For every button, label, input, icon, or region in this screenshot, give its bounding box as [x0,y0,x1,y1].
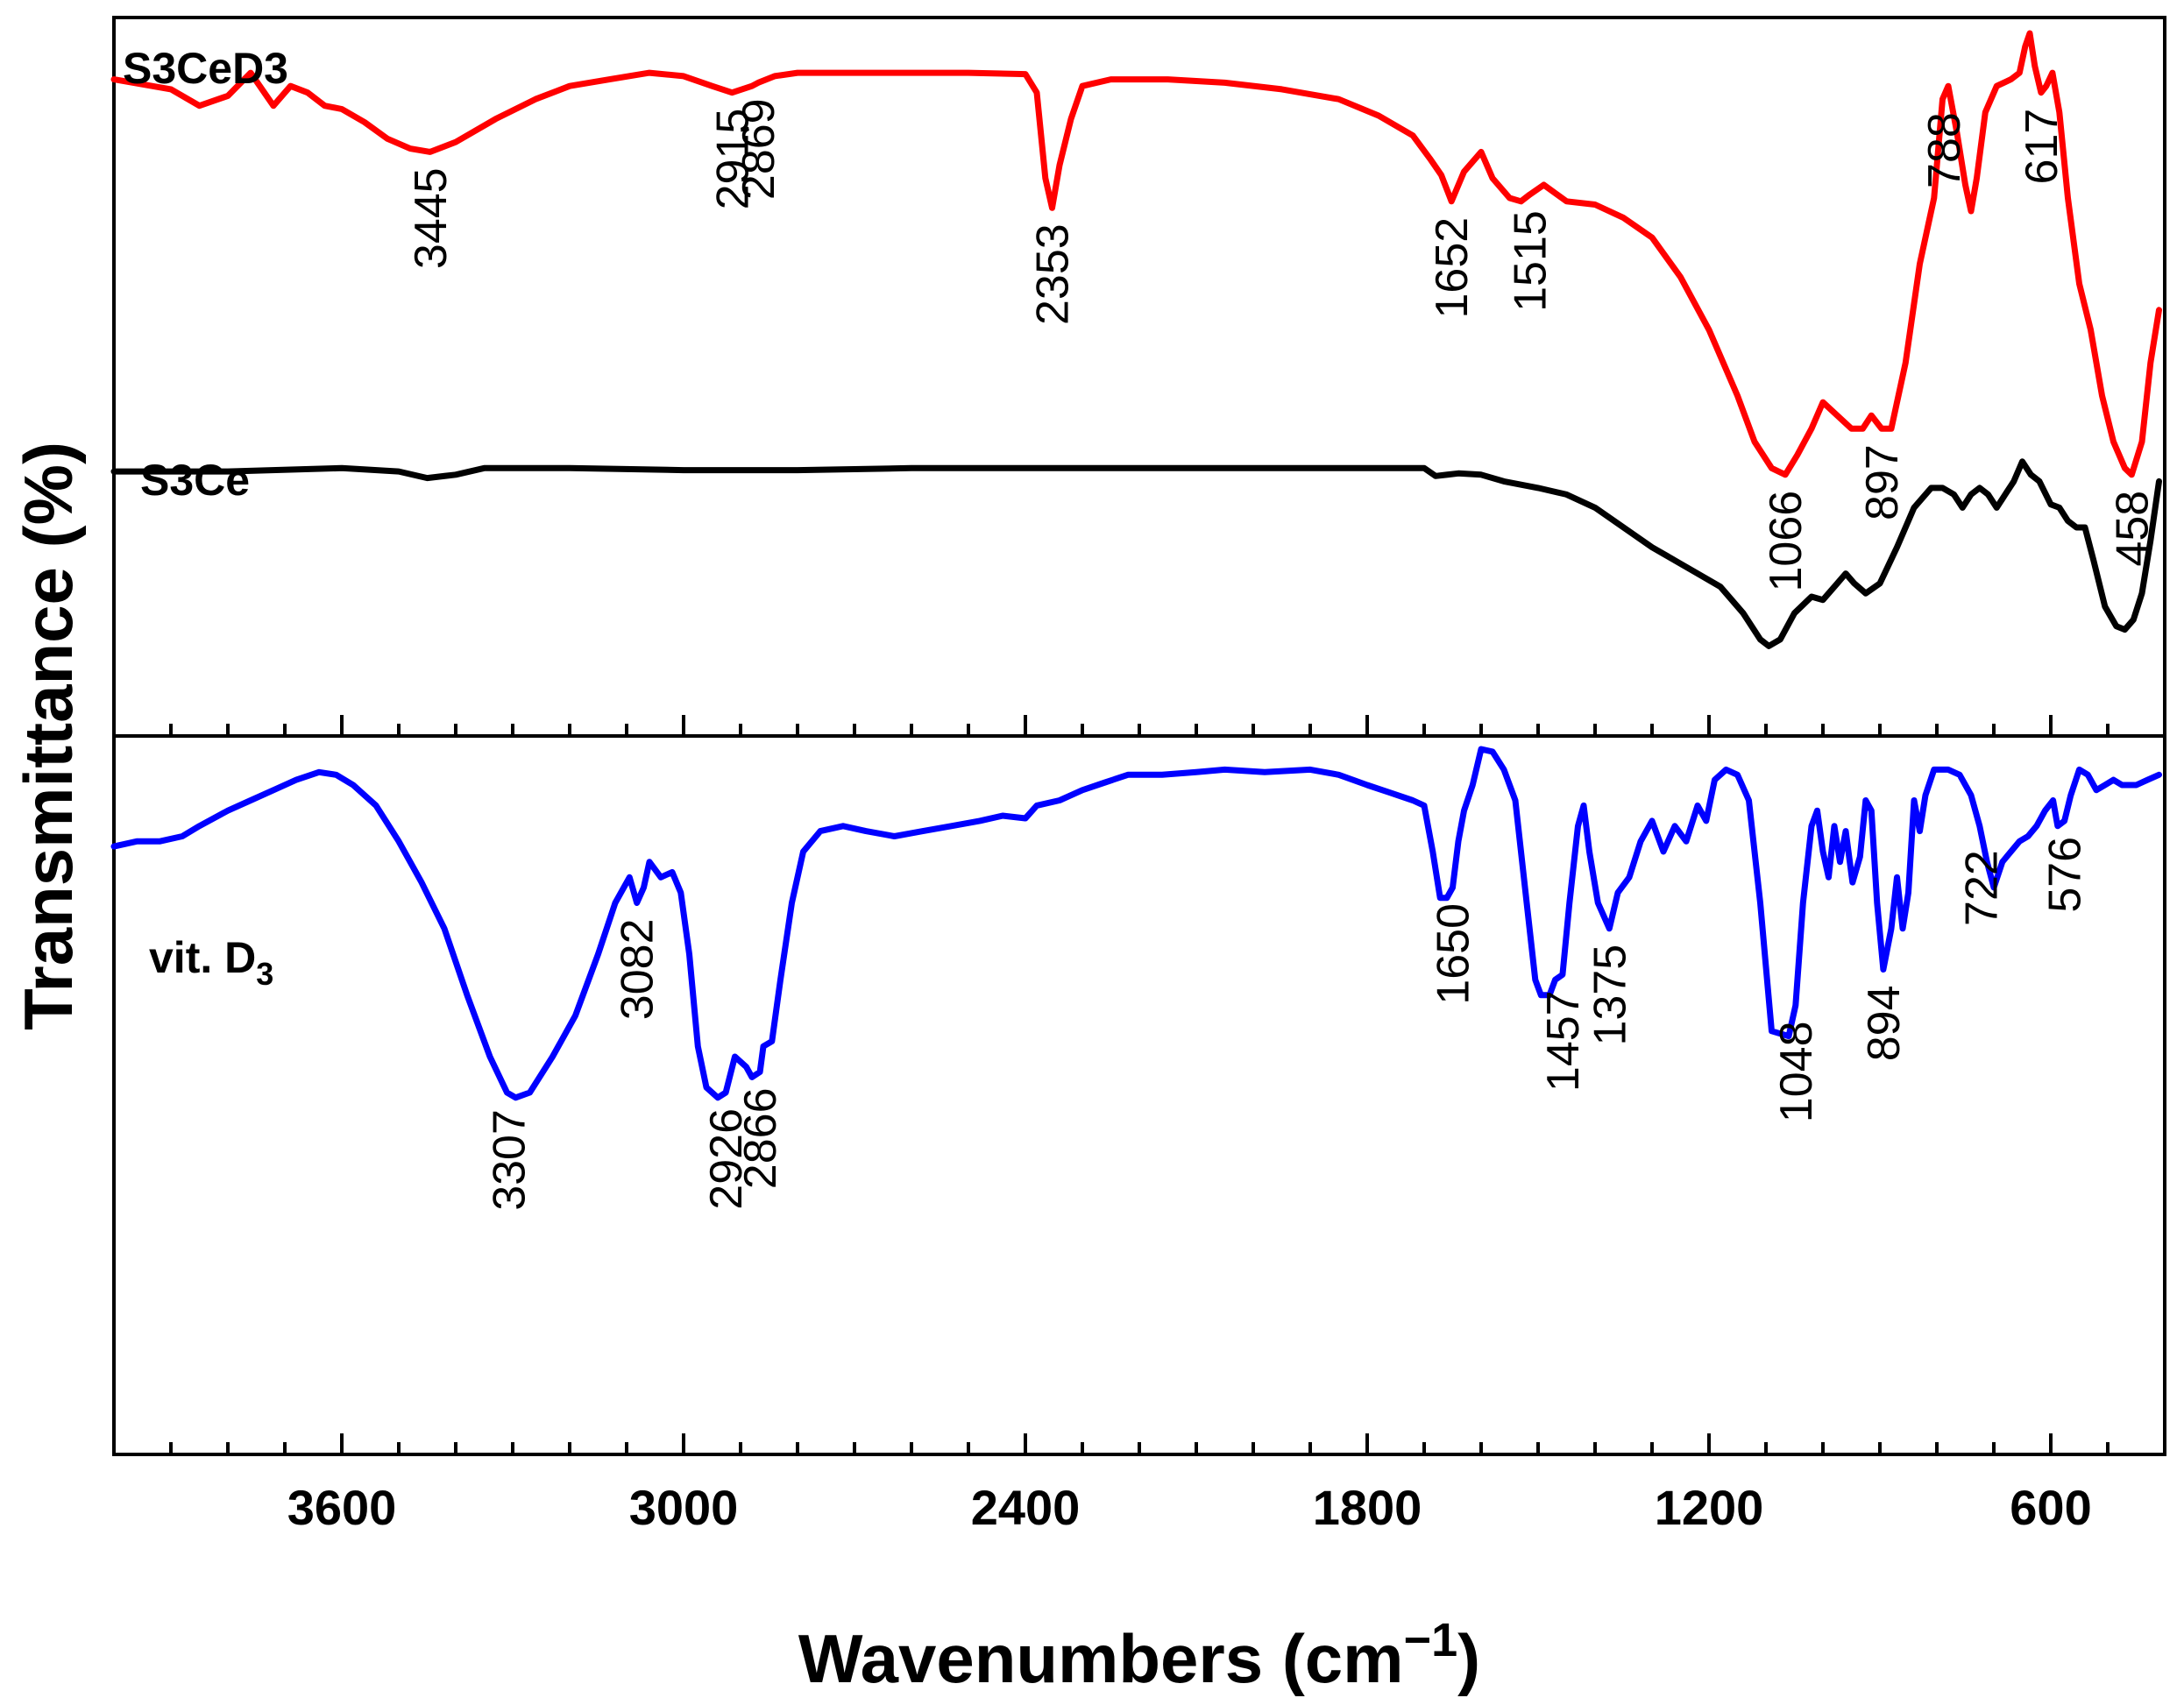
x-axis-ticks: 3600 3000 2400 1800 1200 600 [169,715,2110,1535]
peak-label-top-458: 458 [2107,491,2158,567]
y-axis-title: Transmittance (%) [10,442,87,1030]
x-tick-label-1200: 1200 [1655,1480,1764,1535]
peak-label-top-2869: 2869 [734,98,784,200]
series-line-vit-d3 [110,746,2162,1101]
peak-label-bottom-1457: 1457 [1538,990,1589,1092]
x-tick-label-2400: 2400 [971,1480,1081,1535]
peak-label-bottom-3082: 3082 [613,919,663,1021]
peak-label-bottom-1048: 1048 [1771,1022,1822,1123]
peak-label-bottom-2866: 2866 [735,1088,786,1190]
peak-label-top-617: 617 [2017,109,2067,185]
series-line-s3ce [110,458,2162,649]
peak-label-top-2353: 2353 [1028,223,1079,325]
series-label-vit-d3: vit. D3 [149,933,273,992]
x-tick-label-3000: 3000 [629,1480,739,1535]
peak-label-bottom-894: 894 [1859,986,1910,1062]
plot-frame-top [112,16,2166,738]
peak-label-top-1066: 1066 [1761,491,1812,592]
peak-label-bottom-2926: 2926 [701,1108,752,1210]
peak-label-top-2915: 2915 [707,109,758,210]
peak-label-bottom-3307: 3307 [485,1109,535,1211]
series-layer [110,30,2162,1101]
peak-label-top-1515: 1515 [1505,210,1556,312]
peak-label-bottom-722: 722 [1957,850,2008,926]
x-tick-label-600: 600 [2010,1480,2091,1535]
series-label-s3ced3: S3CeD3 [123,44,288,93]
x-axis-title: Wavenumbers (cm−1) [798,1614,1480,1697]
series-labels: S3CeD3 S3Ce vit. D3 [123,44,288,992]
series-label-s3ce: S3Ce [140,456,250,505]
x-tick-label-3600: 3600 [287,1480,397,1535]
peak-label-bottom-576: 576 [2040,837,2091,913]
x-tick-label-1800: 1800 [1313,1480,1422,1535]
peak-label-top-788: 788 [1919,112,1970,188]
peak-label-top-1652: 1652 [1427,217,1478,319]
plot-frame-bottom [112,734,2166,1456]
peak-label-top-897: 897 [1857,444,1908,520]
series-line-s3ced3 [110,30,2162,478]
peak-label-bottom-1650: 1650 [1429,903,1479,1005]
peak-label-top-3445: 3445 [406,167,457,269]
peak-label-bottom-1375: 1375 [1585,944,1635,1046]
